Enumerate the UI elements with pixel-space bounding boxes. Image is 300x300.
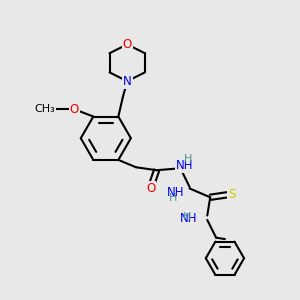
Text: CH₃: CH₃ — [34, 104, 55, 114]
Text: O: O — [123, 38, 132, 51]
Text: N: N — [123, 75, 132, 88]
Text: O: O — [146, 182, 155, 195]
Text: O: O — [70, 103, 79, 116]
Text: NH: NH — [167, 186, 184, 199]
Text: NH: NH — [176, 159, 194, 172]
Text: NH: NH — [179, 212, 197, 225]
Text: H: H — [169, 193, 178, 203]
Text: S: S — [228, 188, 236, 201]
Text: H: H — [184, 154, 192, 164]
Text: H: H — [183, 212, 191, 222]
